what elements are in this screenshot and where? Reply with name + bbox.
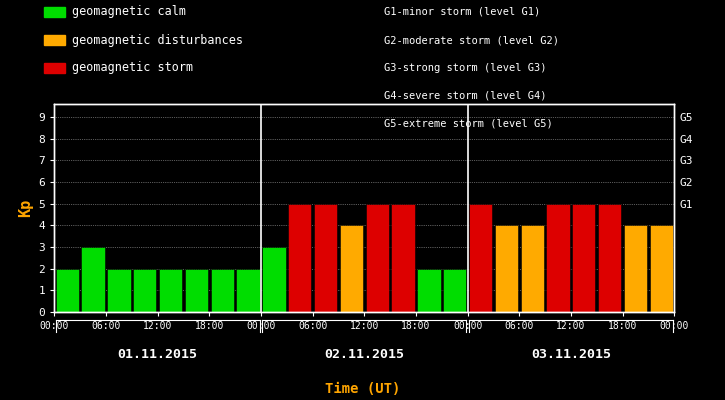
Bar	[211, 269, 234, 312]
Bar	[418, 269, 441, 312]
Bar	[469, 204, 492, 312]
Text: geomagnetic storm: geomagnetic storm	[72, 62, 194, 74]
Bar	[572, 204, 595, 312]
Bar	[650, 225, 673, 312]
Bar	[521, 225, 544, 312]
Text: G5-extreme storm (level G5): G5-extreme storm (level G5)	[384, 119, 553, 129]
Text: Time (UT): Time (UT)	[325, 382, 400, 396]
Bar	[56, 269, 79, 312]
Bar	[365, 204, 389, 312]
Bar	[288, 204, 311, 312]
Bar	[392, 204, 415, 312]
Y-axis label: Kp: Kp	[18, 199, 33, 217]
Text: 03.11.2015: 03.11.2015	[531, 348, 611, 361]
Text: G2-moderate storm (level G2): G2-moderate storm (level G2)	[384, 35, 559, 45]
Bar	[185, 269, 208, 312]
Text: geomagnetic calm: geomagnetic calm	[72, 6, 186, 18]
Bar	[107, 269, 130, 312]
Bar	[598, 204, 621, 312]
Bar	[81, 247, 104, 312]
Text: G4-severe storm (level G4): G4-severe storm (level G4)	[384, 91, 547, 101]
Text: G1-minor storm (level G1): G1-minor storm (level G1)	[384, 7, 541, 17]
Bar	[494, 225, 518, 312]
Bar	[133, 269, 157, 312]
Bar	[314, 204, 337, 312]
Text: 02.11.2015: 02.11.2015	[324, 348, 405, 361]
Bar	[236, 269, 260, 312]
Bar	[262, 247, 286, 312]
Text: geomagnetic disturbances: geomagnetic disturbances	[72, 34, 244, 46]
Bar	[443, 269, 466, 312]
Text: 01.11.2015: 01.11.2015	[117, 348, 198, 361]
Text: G3-strong storm (level G3): G3-strong storm (level G3)	[384, 63, 547, 73]
Bar	[159, 269, 182, 312]
Bar	[340, 225, 363, 312]
Bar	[624, 225, 647, 312]
Bar	[547, 204, 570, 312]
